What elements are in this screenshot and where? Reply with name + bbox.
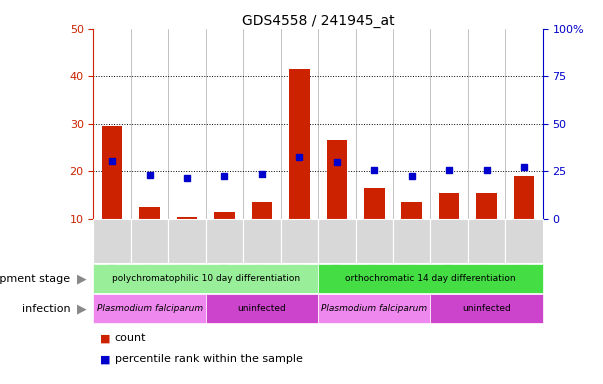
Bar [439, 193, 459, 219]
Bar [326, 141, 347, 219]
Text: ▶: ▶ [77, 272, 86, 285]
Bar [289, 69, 310, 219]
Bar [251, 202, 272, 219]
Text: ■: ■ [99, 354, 110, 364]
Text: infection: infection [22, 303, 71, 314]
Text: percentile rank within the sample: percentile rank within the sample [115, 354, 303, 364]
Text: Plasmodium falciparum: Plasmodium falciparum [321, 304, 428, 313]
Text: uninfected: uninfected [462, 304, 511, 313]
Text: Plasmodium falciparum: Plasmodium falciparum [96, 304, 203, 313]
Text: orthochromatic 14 day differentiation: orthochromatic 14 day differentiation [345, 274, 516, 283]
Title: GDS4558 / 241945_at: GDS4558 / 241945_at [242, 14, 394, 28]
Text: polychromatophilic 10 day differentiation: polychromatophilic 10 day differentiatio… [112, 274, 300, 283]
Bar [214, 212, 235, 219]
Bar [476, 193, 497, 219]
Text: development stage: development stage [0, 273, 71, 284]
Bar [102, 126, 122, 219]
Text: uninfected: uninfected [238, 304, 286, 313]
Text: count: count [115, 333, 146, 343]
Bar [139, 207, 160, 219]
Bar [402, 202, 422, 219]
Bar [514, 176, 534, 219]
Bar [177, 217, 197, 219]
Text: ■: ■ [99, 333, 110, 343]
Text: ▶: ▶ [77, 302, 86, 315]
Bar [364, 188, 385, 219]
